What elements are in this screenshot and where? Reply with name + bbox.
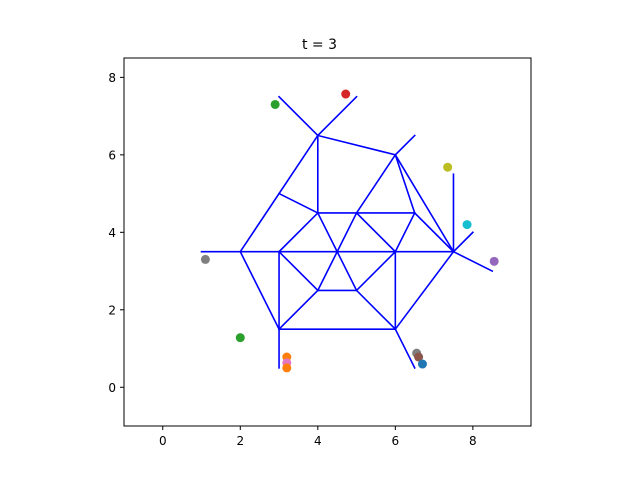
point-3 <box>462 220 472 230</box>
chart-title: t = 3 <box>302 37 337 53</box>
edge-23 <box>355 289 397 331</box>
scatter-points <box>200 89 499 373</box>
edge-28 <box>316 95 358 137</box>
edge-22 <box>355 250 397 292</box>
y-tick-label-4: 8 <box>108 71 116 85</box>
point-5 <box>200 254 210 264</box>
y-axis: 0 2 4 6 8 <box>108 71 124 395</box>
edge-9 <box>277 192 319 215</box>
point-12 <box>417 359 427 369</box>
network-edges <box>200 95 494 369</box>
x-axis: 0 2 4 6 8 <box>159 426 477 448</box>
edge-8 <box>394 153 416 214</box>
point-1 <box>270 99 280 109</box>
y-tick-label-0: 0 <box>108 381 116 395</box>
edge-29 <box>394 134 416 156</box>
edge-27 <box>277 95 319 137</box>
edge-2 <box>394 250 455 331</box>
edge-16 <box>413 211 455 253</box>
y-tick-label-2: 4 <box>108 226 116 240</box>
plot-frame <box>123 57 532 427</box>
x-tick-label-0: 0 <box>159 434 167 448</box>
edge-26 <box>394 328 416 369</box>
edge-18 <box>277 250 319 292</box>
x-tick-label-4: 8 <box>469 434 477 448</box>
x-tick-label-3: 6 <box>392 434 400 448</box>
point-4 <box>489 256 499 266</box>
edge-31 <box>452 231 474 253</box>
point-9 <box>282 363 292 373</box>
y-tick-label-1: 2 <box>108 303 116 317</box>
y-tick-label-3: 6 <box>108 148 116 162</box>
edge-0 <box>316 134 397 156</box>
edge-32 <box>452 250 494 273</box>
x-tick-label-2: 4 <box>314 434 322 448</box>
edge-7 <box>355 153 397 215</box>
point-6 <box>235 333 245 343</box>
edge-11 <box>277 211 319 253</box>
x-tick-label-1: 2 <box>236 434 244 448</box>
edge-14 <box>355 211 397 253</box>
edge-1 <box>394 153 455 253</box>
point-11 <box>414 352 424 362</box>
edge-21 <box>277 289 319 331</box>
point-0 <box>341 89 351 99</box>
point-2 <box>443 162 453 172</box>
edge-4 <box>239 250 281 331</box>
edge-15 <box>394 211 416 253</box>
